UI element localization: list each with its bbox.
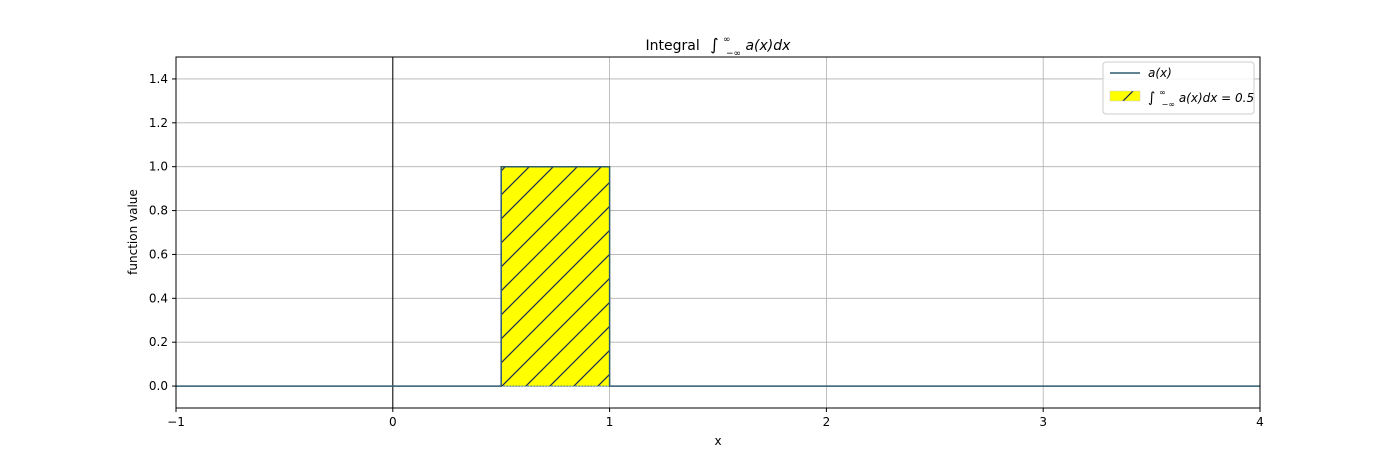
x-tick-label: 1 [606,415,614,429]
legend-entry-a-of-x: a(x) [1148,66,1172,80]
title-integral-sign: ∫ [710,35,718,54]
chart-title: Integral ∫ ∞ −∞ a(x)dx [646,30,792,60]
legend-entry-integral: ∫ ∞ −∞ a(x)dx = 0.5 [1148,84,1254,110]
grid [175,57,1261,408]
title-upper-limit: ∞ [723,35,731,45]
y-tick-label: 1.2 [149,116,168,130]
axes-frame [175,56,1261,409]
legend-lower-limit: −∞ [1162,100,1175,109]
integral-filled-area [500,166,611,387]
y-tick-label: 1.0 [149,160,168,174]
x-tick-label: 2 [823,415,831,429]
legend-box [1102,61,1255,115]
title-lower-limit: −∞ [726,49,741,59]
x-tick-label: 0 [389,415,397,429]
x-axis-label: x [714,434,721,448]
y-tick-label: 0.4 [149,291,168,305]
y-tick-label: 0.6 [149,247,168,261]
y-tick-label: 0.0 [149,379,168,393]
legend: a(x) ∫ ∞ −∞ a(x)dx = 0.5 [1102,61,1255,115]
legend-integral-sign: ∫ [1148,90,1155,106]
y-axis-label: function value [126,189,140,275]
y-tick-label: 1.4 [149,72,168,86]
title-integrand: a(x)dx [745,38,791,54]
legend-hatch-swatch [1109,90,1141,102]
legend-integral-expression: a(x)dx = 0.5 [1179,91,1254,105]
x-tick-label: 3 [1039,415,1047,429]
y-axis-ticks: 0.0 0.2 0.4 0.6 0.8 1.0 1.2 1.4 [149,72,176,393]
chart-title-prefix: Integral [646,38,700,54]
series-line-a-of-x [176,165,1260,387]
y-tick-label: 0.8 [149,204,168,218]
x-axis-ticks: −1 0 1 2 3 4 [167,408,1264,429]
x-tick-label: 4 [1256,415,1264,429]
x-tick-label: −1 [167,415,185,429]
y-tick-label: 0.2 [149,335,168,349]
legend-upper-limit: ∞ [1159,88,1166,97]
plot-data [176,57,1260,408]
